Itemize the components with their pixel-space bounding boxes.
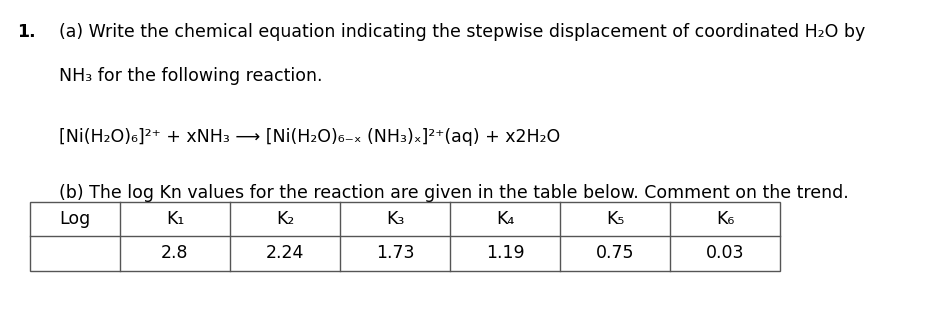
- Text: Log: Log: [59, 210, 90, 228]
- Text: 2.24: 2.24: [266, 244, 304, 262]
- Text: 0.75: 0.75: [595, 244, 634, 262]
- Text: 0.03: 0.03: [705, 244, 744, 262]
- Text: 2.8: 2.8: [161, 244, 188, 262]
- Text: K₅: K₅: [605, 210, 624, 228]
- Text: 1.19: 1.19: [486, 244, 524, 262]
- Text: 1.: 1.: [17, 23, 36, 41]
- Text: (b) The log Kn values for the reaction are given in the table below. Comment on : (b) The log Kn values for the reaction a…: [59, 184, 848, 202]
- Text: K₁: K₁: [166, 210, 184, 228]
- Text: K₆: K₆: [715, 210, 733, 228]
- Text: [Ni(H₂O)₆]²⁺ + xNH₃ ⟶ [Ni(H₂O)₆₋ₓ (NH₃)ₓ]²⁺(aq) + x2H₂O: [Ni(H₂O)₆]²⁺ + xNH₃ ⟶ [Ni(H₂O)₆₋ₓ (NH₃)ₓ…: [59, 128, 560, 146]
- Text: K₄: K₄: [495, 210, 514, 228]
- Text: 1.73: 1.73: [375, 244, 414, 262]
- Text: NH₃ for the following reaction.: NH₃ for the following reaction.: [59, 67, 322, 85]
- Text: (a) Write the chemical equation indicating the stepwise displacement of coordina: (a) Write the chemical equation indicati…: [59, 23, 864, 41]
- Text: K₃: K₃: [386, 210, 404, 228]
- Text: K₂: K₂: [275, 210, 294, 228]
- Bar: [30, 202, 779, 271]
